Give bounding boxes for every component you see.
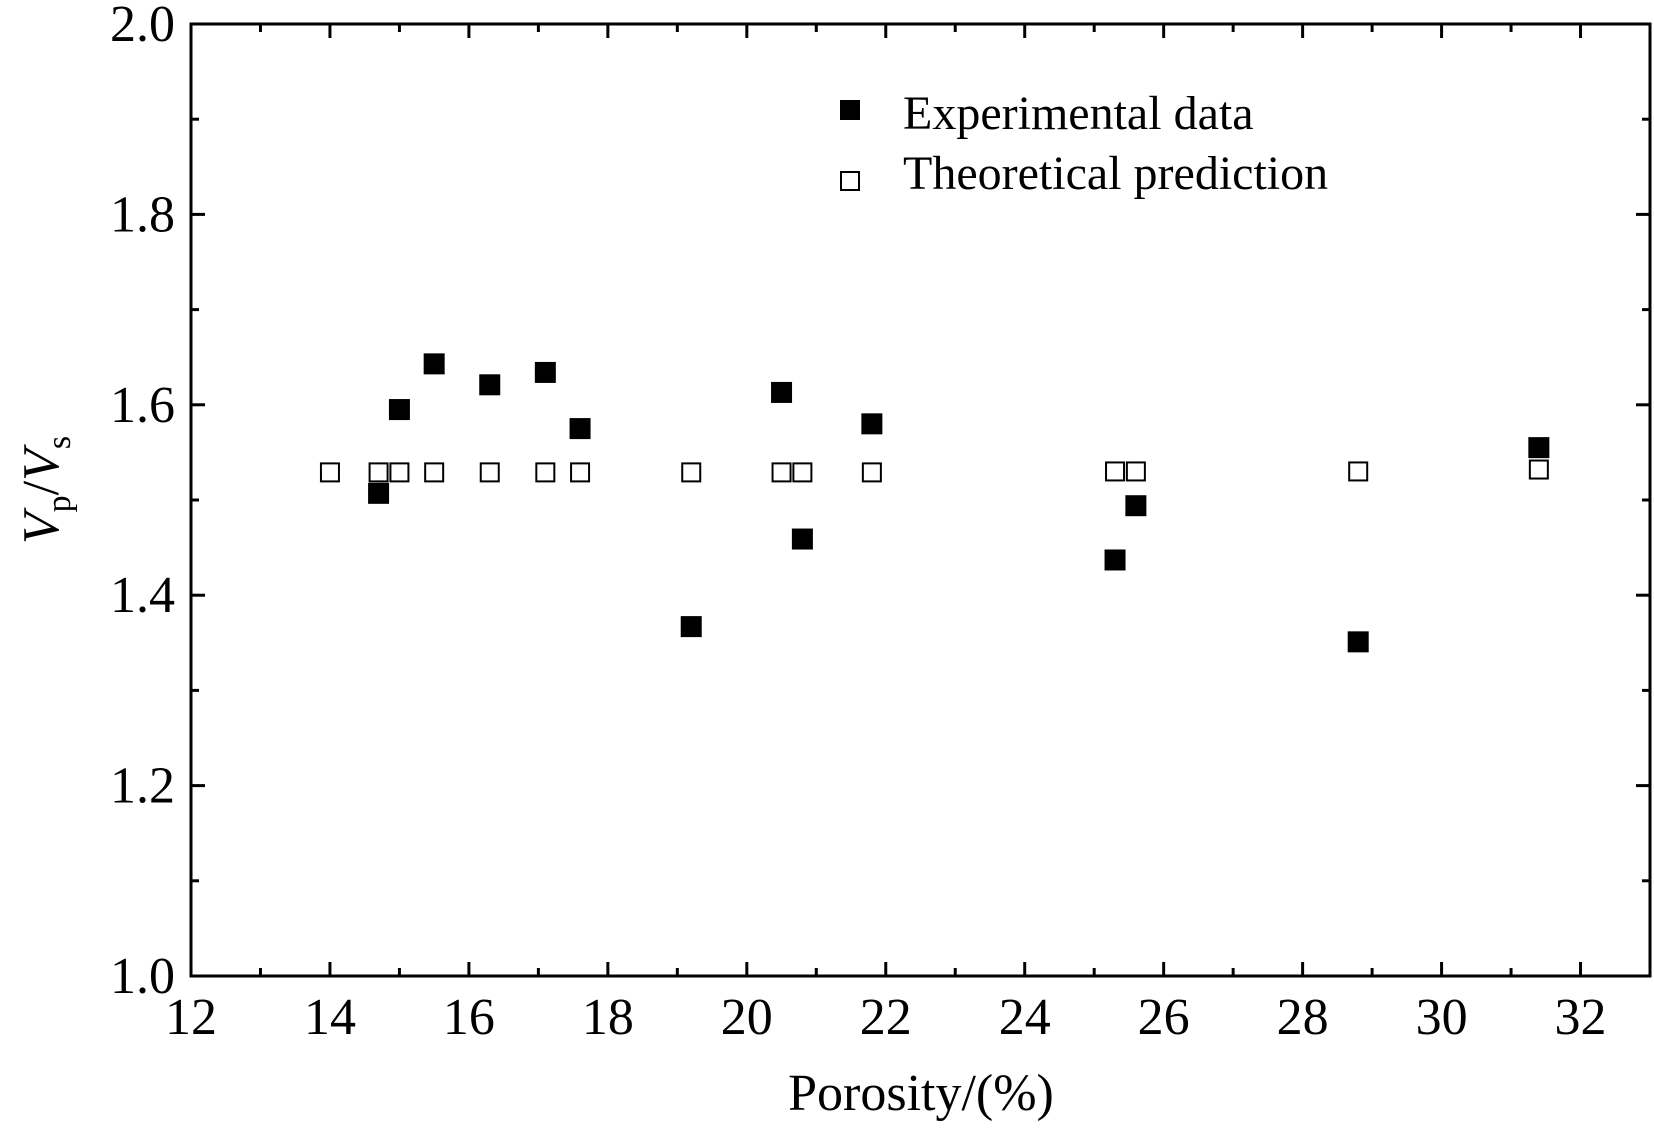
y-tick-label: 2.0 [110,0,175,53]
data-points [319,353,1550,653]
theoretical-point [1125,461,1146,482]
theoretical-point [861,462,882,483]
theoretical-point [368,462,389,483]
x-tick-label: 12 [165,989,217,1046]
legend-marker-experimental-data [840,100,860,120]
experimental-point [368,482,390,504]
experimental-point [534,361,556,383]
experimental-point [1125,495,1147,517]
x-tick-label: 18 [582,989,634,1046]
experimental-point [861,413,883,435]
x-axis-title: Porosity/(%) [788,1065,1054,1122]
theoretical-point [570,462,591,483]
theoretical-point [681,462,702,483]
experimental-point [1347,631,1369,653]
theoretical-point [479,462,500,483]
experimental-point [1528,437,1550,459]
x-tick-label: 16 [443,989,495,1046]
x-tick-label: 30 [1416,989,1468,1046]
x-tick-label: 22 [860,989,912,1046]
x-tick-label: 28 [1277,989,1329,1046]
theoretical-point [424,462,445,483]
legend: Experimental data Theoretical prediction [840,87,1328,200]
y-tick-label: 1.2 [110,758,175,815]
y-axis-title-v1: V [13,507,70,544]
x-tick-label: 20 [721,989,773,1046]
y-axis-title-sub2: s [41,436,78,449]
y-axis-title-slash: / [13,480,70,495]
y-axis-title-sub1: p [41,495,78,512]
experimental-point [423,353,445,375]
theoretical-point [792,462,813,483]
experimental-point [791,528,813,550]
experimental-point [388,399,410,421]
experimental-point [1104,549,1126,571]
theoretical-point [1528,459,1549,480]
legend-label-experimental-data: Experimental data [903,87,1254,140]
experimental-point [680,616,702,638]
experimental-point [569,418,591,440]
y-axis-title: Vp/Vs [13,436,78,544]
x-tick-label: 26 [1138,989,1190,1046]
y-tick-label: 1.0 [110,948,175,1005]
experimental-point [771,381,793,403]
theoretical-point [389,462,410,483]
theoretical-point [319,462,340,483]
x-tick-label: 24 [999,989,1051,1046]
experimental-point [479,374,501,396]
theoretical-point [535,462,556,483]
y-tick-label: 1.4 [110,567,175,624]
theoretical-point [1348,461,1369,482]
x-tick-label: 32 [1555,989,1607,1046]
ticks: 12 14 16 18 20 22 24 26 28 30 32 1.0 1.2 1.4 1.6 1.8 2.0 [110,0,1650,1046]
theoretical-point [1105,461,1126,482]
legend-marker-theoretical-prediction [840,171,860,191]
theoretical-point [771,462,792,483]
x-tick-label: 14 [304,989,356,1046]
legend-label-theoretical-prediction: Theoretical prediction [903,147,1328,200]
y-tick-label: 1.8 [110,186,175,243]
y-axis-title-v2: V [13,444,70,481]
y-tick-label: 1.6 [110,377,175,434]
